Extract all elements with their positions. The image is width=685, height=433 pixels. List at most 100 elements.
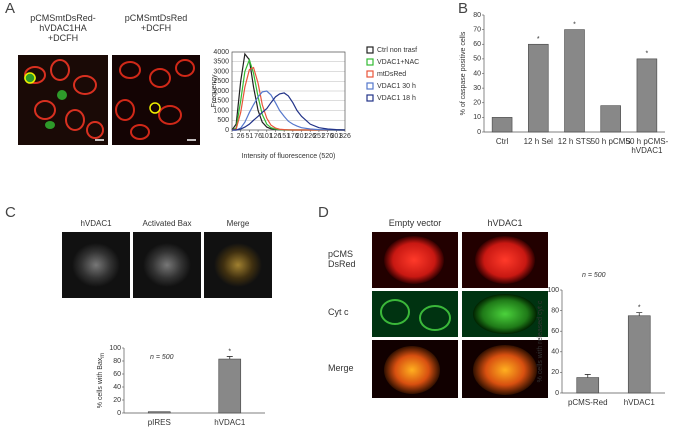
significance-marker: * xyxy=(228,348,231,355)
error-bar xyxy=(636,312,643,316)
column-title: Empty vector xyxy=(388,218,442,228)
bar xyxy=(491,117,513,133)
y-tick-label: 80 xyxy=(473,12,481,19)
image-title: pCMSmtDsRed- hVDAC1HA +DCFH xyxy=(30,13,96,43)
image-title: hVDAC1 xyxy=(80,219,112,228)
significance-marker: * xyxy=(646,51,649,58)
x-tick-label: 276 xyxy=(322,133,334,140)
y-tick-label: 500 xyxy=(217,117,229,124)
micrograph xyxy=(372,291,458,337)
series-line xyxy=(231,52,345,131)
panel-label: D xyxy=(318,204,329,221)
cells xyxy=(380,299,451,331)
y-axis-label-sub: m xyxy=(100,353,106,358)
legend-label: Ctrl non trasf xyxy=(377,47,417,54)
x-tick-label: Ctrl xyxy=(495,137,509,146)
legend-swatch xyxy=(366,82,374,90)
x-tick-label: hVDAC1 xyxy=(214,418,246,427)
panel-label: C xyxy=(5,204,16,221)
x-tick-label: 26 xyxy=(237,133,245,140)
cells xyxy=(24,59,104,139)
y-tick-label: 100 xyxy=(109,345,121,352)
cell xyxy=(473,294,537,334)
x-tick-label: 251 xyxy=(313,133,325,140)
series-line xyxy=(231,66,345,131)
legend-swatch xyxy=(366,94,374,102)
y-tick-label: 60 xyxy=(473,41,481,48)
series-line xyxy=(232,90,345,131)
image-title: pCMSmtDsRed +DCFH xyxy=(124,13,188,33)
x-tick-label: pIRES xyxy=(147,418,171,427)
cell xyxy=(473,345,537,395)
y-tick-label: 60 xyxy=(551,328,559,335)
y-tick-label: 0 xyxy=(477,129,481,136)
legend-label: mtDsRed xyxy=(377,71,406,78)
y-tick-label: 20 xyxy=(551,369,559,376)
legend-swatch xyxy=(366,58,374,66)
x-tick-label: 176 xyxy=(287,133,299,140)
x-tick-label: hVDAC1 xyxy=(623,398,655,407)
row-title: pCMS DsRed xyxy=(328,249,356,269)
error-bar xyxy=(226,356,233,360)
micrograph xyxy=(18,55,108,145)
y-tick-label: 0 xyxy=(225,127,229,134)
error-bar xyxy=(584,374,591,378)
y-tick-label: 0 xyxy=(117,410,121,417)
y-tick-label: 3500 xyxy=(213,59,229,66)
image-title: Activated Bax xyxy=(142,219,192,228)
legend-label: VDAC1 18 h xyxy=(377,95,416,102)
panel-label: B xyxy=(458,0,469,17)
x-tick-label: 50 h pCMS xyxy=(590,137,631,146)
legend-swatch xyxy=(366,70,374,78)
significance-marker: * xyxy=(638,305,641,312)
x-tick-label: 126 xyxy=(270,133,282,140)
y-tick-label: 60 xyxy=(113,371,121,378)
x-tick-label: 51 xyxy=(245,133,253,140)
y-axis-label-text: Frequency xyxy=(211,74,218,108)
y-tick-label: 80 xyxy=(113,358,121,365)
x-tick-label: 1 xyxy=(230,133,234,140)
row-title: Merge xyxy=(328,363,354,373)
bar xyxy=(576,377,600,394)
x-tick-label: 226 xyxy=(304,133,316,140)
y-tick-label: 20 xyxy=(473,100,481,107)
highlight xyxy=(24,72,36,84)
cell xyxy=(384,236,444,284)
y-axis-label-text: % cells with Bax xyxy=(97,357,104,408)
cell xyxy=(214,243,262,287)
x-tick-label: 151 xyxy=(278,133,290,140)
x-axis-label: Intensity of fluorescence (520) xyxy=(242,153,336,160)
x-tick-label: 12 h Sel xyxy=(523,137,553,146)
x-tick-label: 76 xyxy=(254,133,262,140)
x-tick-label: 12 h STS xyxy=(557,137,592,146)
x-tick-label: 301 xyxy=(330,133,342,140)
bar xyxy=(147,411,171,414)
annotation: n = 500 xyxy=(150,354,174,361)
cells xyxy=(115,59,195,140)
y-tick-label: 0 xyxy=(555,390,559,397)
bar xyxy=(528,43,549,133)
significance-marker: * xyxy=(573,21,576,28)
bar xyxy=(600,105,621,133)
column-title: hVDAC1 xyxy=(487,218,523,228)
x-tick-label: 326 xyxy=(339,133,351,140)
y-tick-label: 40 xyxy=(473,70,481,77)
y-tick-label: 20 xyxy=(113,397,121,404)
y-tick-label: 100 xyxy=(547,287,559,294)
y-tick-label: 3000 xyxy=(213,68,229,75)
x-tick-label: 50 h pCMS-hVDAC1 xyxy=(625,137,669,155)
annotation: n = 500 xyxy=(582,272,606,279)
y-tick-label: 1000 xyxy=(213,107,229,114)
cell xyxy=(384,346,440,394)
y-axis-label: Frequency xyxy=(211,74,218,108)
series-line xyxy=(232,92,346,131)
y-tick-label: 30 xyxy=(473,85,481,92)
y-tick-label: 50 xyxy=(473,56,481,63)
row-title: Cyt c xyxy=(328,307,349,317)
legend-label: VDAC1 30 h xyxy=(377,83,416,90)
green-cells xyxy=(24,73,67,129)
y-tick-label: 40 xyxy=(551,349,559,356)
y-tick-label: 2000 xyxy=(213,88,229,95)
y-tick-label: 1500 xyxy=(213,98,229,105)
